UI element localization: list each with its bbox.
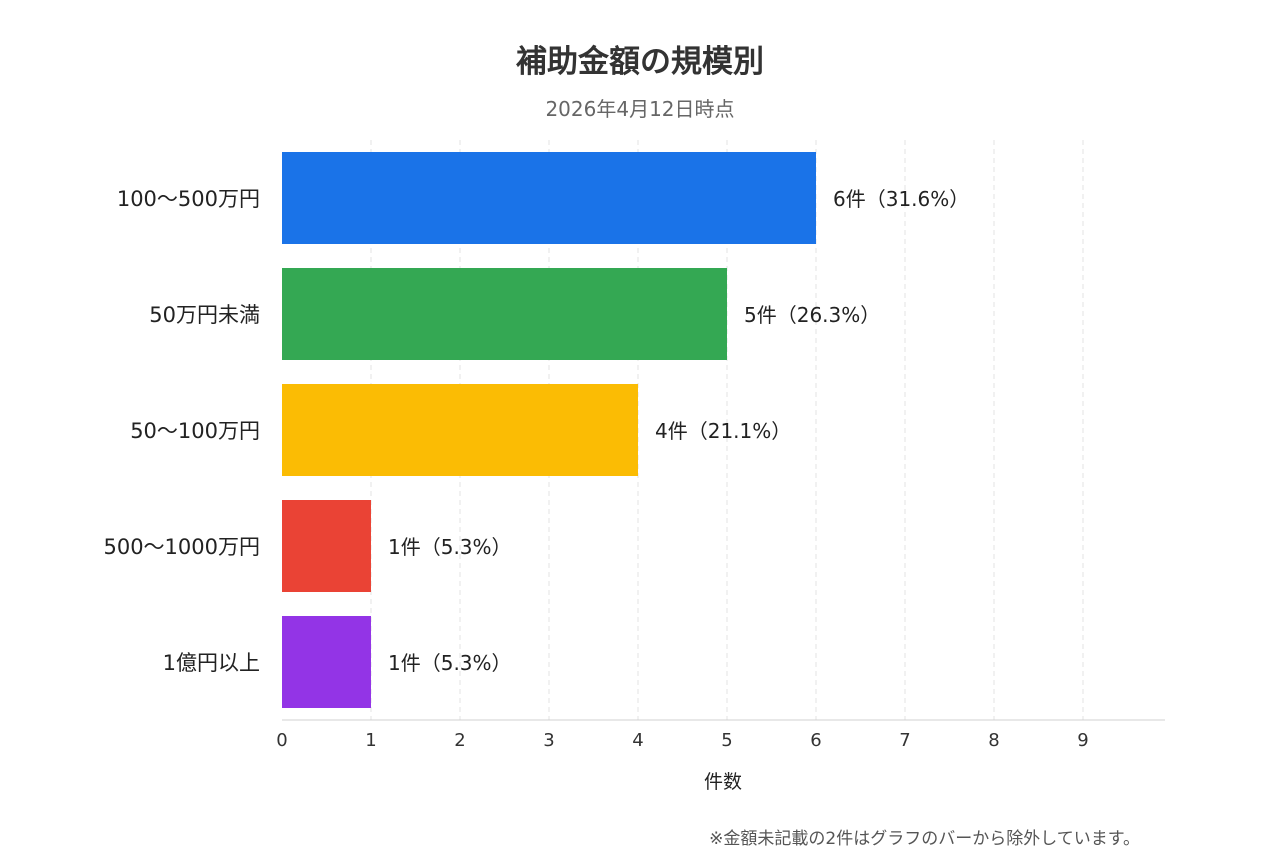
x-tick-label: 3 bbox=[543, 730, 554, 751]
x-tick-label: 5 bbox=[721, 730, 732, 751]
x-tick-label: 2 bbox=[454, 730, 465, 751]
data-label: 1件（5.3%） bbox=[388, 651, 512, 675]
x-tick-label: 4 bbox=[632, 730, 643, 751]
x-tick-label: 9 bbox=[1077, 730, 1088, 751]
data-label: 6件（31.6%） bbox=[833, 187, 969, 211]
bar bbox=[282, 152, 816, 244]
x-tick-label: 6 bbox=[810, 730, 821, 751]
category-label: 500〜1000万円 bbox=[103, 535, 260, 559]
data-label: 4件（21.1%） bbox=[655, 419, 791, 443]
bars bbox=[282, 152, 816, 708]
x-axis-title: 件数 bbox=[704, 771, 742, 793]
x-tick-label: 7 bbox=[899, 730, 910, 751]
bar bbox=[282, 616, 371, 708]
category-label: 1億円以上 bbox=[163, 651, 260, 675]
x-tick-label: 0 bbox=[276, 730, 287, 751]
category-label: 100〜500万円 bbox=[117, 187, 260, 211]
x-tick-label: 1 bbox=[365, 730, 376, 751]
x-tick-label: 8 bbox=[988, 730, 999, 751]
category-label: 50〜100万円 bbox=[130, 419, 260, 443]
data-label: 5件（26.3%） bbox=[744, 303, 880, 327]
data-label: 1件（5.3%） bbox=[388, 535, 512, 559]
bar bbox=[282, 500, 371, 592]
labels: 0 1 2 3 4 5 6 7 8 9 100〜500万円 6件（31.6%） 50万円未満 5件（26.… bbox=[103, 187, 1088, 751]
chart-title: 補助金額の規模別 bbox=[516, 44, 764, 80]
bar bbox=[282, 384, 638, 476]
bar bbox=[282, 268, 727, 360]
footnote: ※金額未記載の2件はグラフのバーから除外しています。 bbox=[709, 829, 1140, 849]
chart-subtitle: 2026年4月12日時点 bbox=[545, 97, 735, 121]
category-label: 50万円未満 bbox=[149, 303, 260, 327]
